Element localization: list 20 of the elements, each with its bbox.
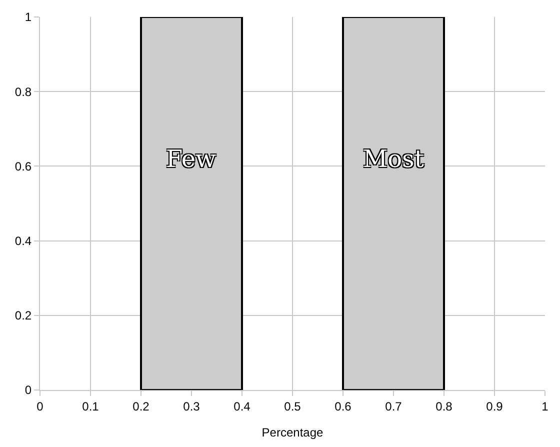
y-tick-label: 0.4 xyxy=(14,234,32,248)
x-tick-label: 0.7 xyxy=(385,399,402,414)
y-tick-label: 0.2 xyxy=(14,308,32,323)
x-tick-label: 0.3 xyxy=(183,399,200,414)
annotation: Most xyxy=(363,145,424,173)
x-axis-title: Percentage xyxy=(262,425,324,440)
y-tick-label: 1 xyxy=(24,10,32,24)
x-tick-label: 0.2 xyxy=(132,399,150,414)
x-tick-label: 0.8 xyxy=(436,399,453,414)
y-tick-label: 0.8 xyxy=(14,84,32,99)
x-tick-label: 0 xyxy=(36,399,44,414)
y-tick-label: 0.6 xyxy=(14,159,32,174)
x-tick-label: 0.1 xyxy=(82,399,100,414)
annotation: Few xyxy=(166,145,217,173)
x-tick-label: 0.9 xyxy=(486,399,504,414)
x-tick-label: 0.4 xyxy=(234,399,251,414)
x-tick-label: 0.6 xyxy=(334,399,352,414)
y-tick-label: 0 xyxy=(24,383,32,398)
x-tick-label: 0.5 xyxy=(284,399,302,414)
x-tick-label: 1 xyxy=(542,399,549,414)
